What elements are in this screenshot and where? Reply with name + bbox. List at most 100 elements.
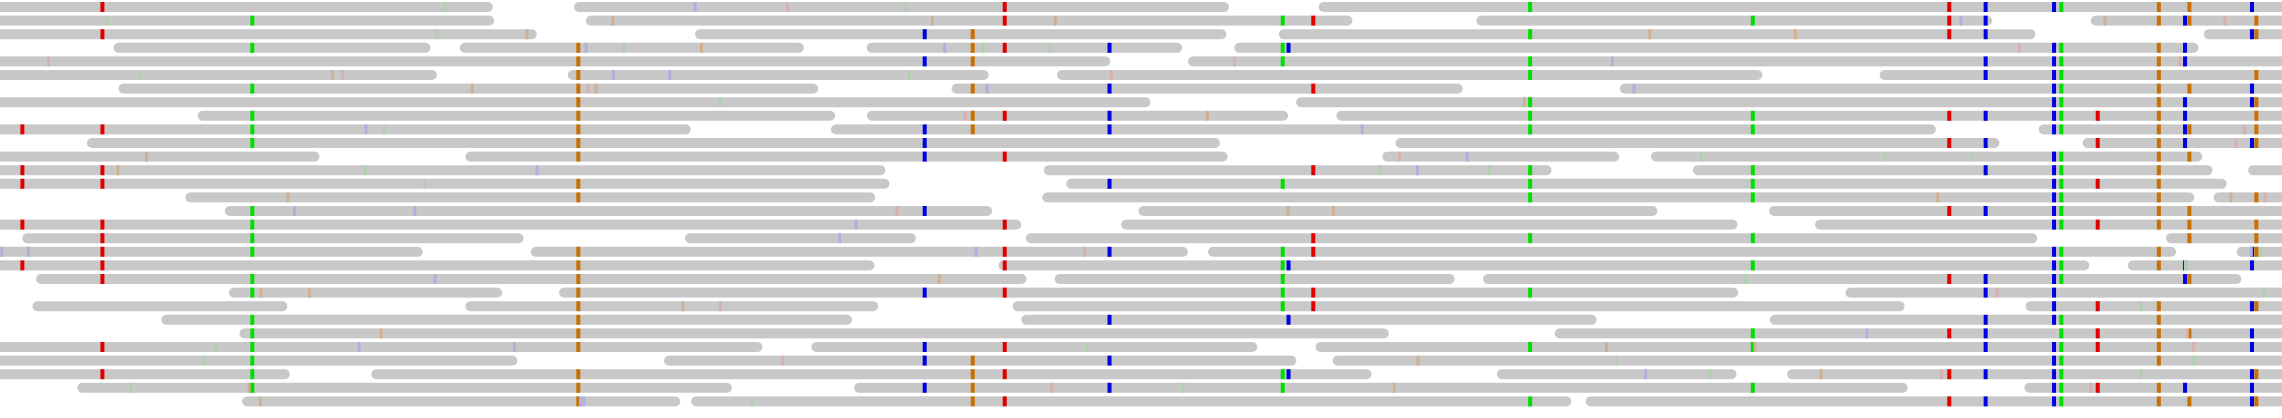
mismatch <box>1107 382 1112 393</box>
read <box>2165 233 2282 244</box>
mismatch <box>2249 2 2254 12</box>
low-quality-mismatch <box>930 15 934 26</box>
low-quality-mismatch <box>582 396 586 407</box>
low-quality-mismatch <box>525 29 529 40</box>
mismatch <box>1286 314 1291 325</box>
mismatch <box>2187 83 2192 94</box>
low-quality-mismatch <box>364 124 368 135</box>
read <box>1382 151 1620 162</box>
read <box>559 287 1739 298</box>
read-row <box>118 83 2282 94</box>
mismatch <box>2052 314 2057 325</box>
read-row <box>224 206 2282 216</box>
low-quality-mismatch <box>2017 42 2021 53</box>
read <box>530 246 1188 257</box>
read-row <box>22 233 2282 244</box>
mismatch <box>1947 328 1952 339</box>
mismatch <box>2059 151 2064 162</box>
read-row <box>36 274 2242 284</box>
read <box>0 124 691 135</box>
read <box>1054 274 1455 284</box>
mismatch <box>2059 260 2064 271</box>
mismatch <box>2156 165 2161 176</box>
low-quality-mismatch <box>1397 151 1401 162</box>
mismatch <box>2249 328 2254 339</box>
mismatch <box>250 328 255 339</box>
mismatch <box>922 355 927 366</box>
mismatch <box>2052 178 2057 189</box>
read-row <box>0 165 2282 176</box>
mismatch <box>2095 382 2100 393</box>
mismatch <box>2059 124 2064 135</box>
low-quality-mismatch <box>611 15 615 26</box>
mismatch <box>2156 260 2161 271</box>
read <box>1554 328 2282 339</box>
mismatch <box>1983 15 1988 26</box>
mismatch <box>250 15 255 26</box>
mismatch <box>2059 2 2064 12</box>
mismatch <box>2187 274 2192 284</box>
mismatch <box>100 369 105 380</box>
mismatch <box>2183 97 2188 108</box>
mismatch <box>1002 2 1007 12</box>
read <box>866 110 1289 121</box>
mismatch <box>1107 178 1112 189</box>
mismatch <box>1983 342 1988 352</box>
low-quality-mismatch <box>341 70 345 80</box>
low-quality-mismatch <box>781 355 785 366</box>
read <box>161 314 853 325</box>
mismatch <box>2052 301 2057 312</box>
low-quality-mismatch <box>433 274 437 284</box>
mismatch <box>576 151 581 162</box>
mismatch <box>250 274 255 284</box>
mismatch <box>2183 15 2188 26</box>
mismatch <box>250 355 255 366</box>
low-quality-mismatch <box>785 2 789 12</box>
mismatch <box>2187 2 2192 12</box>
read-row <box>0 369 2282 380</box>
low-quality-mismatch <box>259 287 263 298</box>
read-row <box>0 178 2227 189</box>
mismatch <box>1983 2 1988 12</box>
low-quality-mismatch <box>1053 15 1057 26</box>
low-quality-mismatch <box>2262 287 2266 298</box>
read <box>1815 219 2282 230</box>
read <box>118 83 819 94</box>
low-quality-mismatch <box>1793 29 1797 40</box>
mismatch <box>2187 233 2192 244</box>
read <box>459 42 804 53</box>
read <box>1395 138 2000 148</box>
low-quality-mismatch <box>443 2 447 12</box>
mismatch <box>1750 165 1755 176</box>
mismatch <box>1750 15 1755 26</box>
mismatch <box>1947 274 1952 284</box>
low-quality-mismatch <box>1614 355 1618 366</box>
mismatch <box>2052 42 2057 53</box>
low-quality-mismatch <box>681 301 685 312</box>
read <box>0 260 875 271</box>
read-row <box>242 396 2282 407</box>
mismatch <box>576 328 581 339</box>
low-quality-mismatch <box>363 165 367 176</box>
low-quality-mismatch <box>1648 29 1652 40</box>
low-quality-mismatch <box>1959 15 1963 26</box>
low-quality-mismatch <box>1865 328 1869 339</box>
read <box>0 29 537 40</box>
low-quality-mismatch <box>981 42 985 53</box>
read <box>685 233 916 244</box>
read-row <box>86 138 2282 148</box>
mismatch <box>970 56 975 67</box>
mismatch <box>2052 260 2057 271</box>
mismatch <box>922 342 927 352</box>
mismatch <box>576 382 581 393</box>
mismatch <box>1983 138 1988 148</box>
read <box>1336 110 2282 121</box>
read <box>1787 369 2282 380</box>
read <box>1012 301 1905 312</box>
mismatch <box>922 56 927 67</box>
mismatch <box>2059 56 2064 67</box>
mismatch <box>2254 369 2259 380</box>
low-quality-mismatch <box>2185 328 2189 339</box>
mismatch <box>1528 165 1533 176</box>
read <box>22 233 524 244</box>
